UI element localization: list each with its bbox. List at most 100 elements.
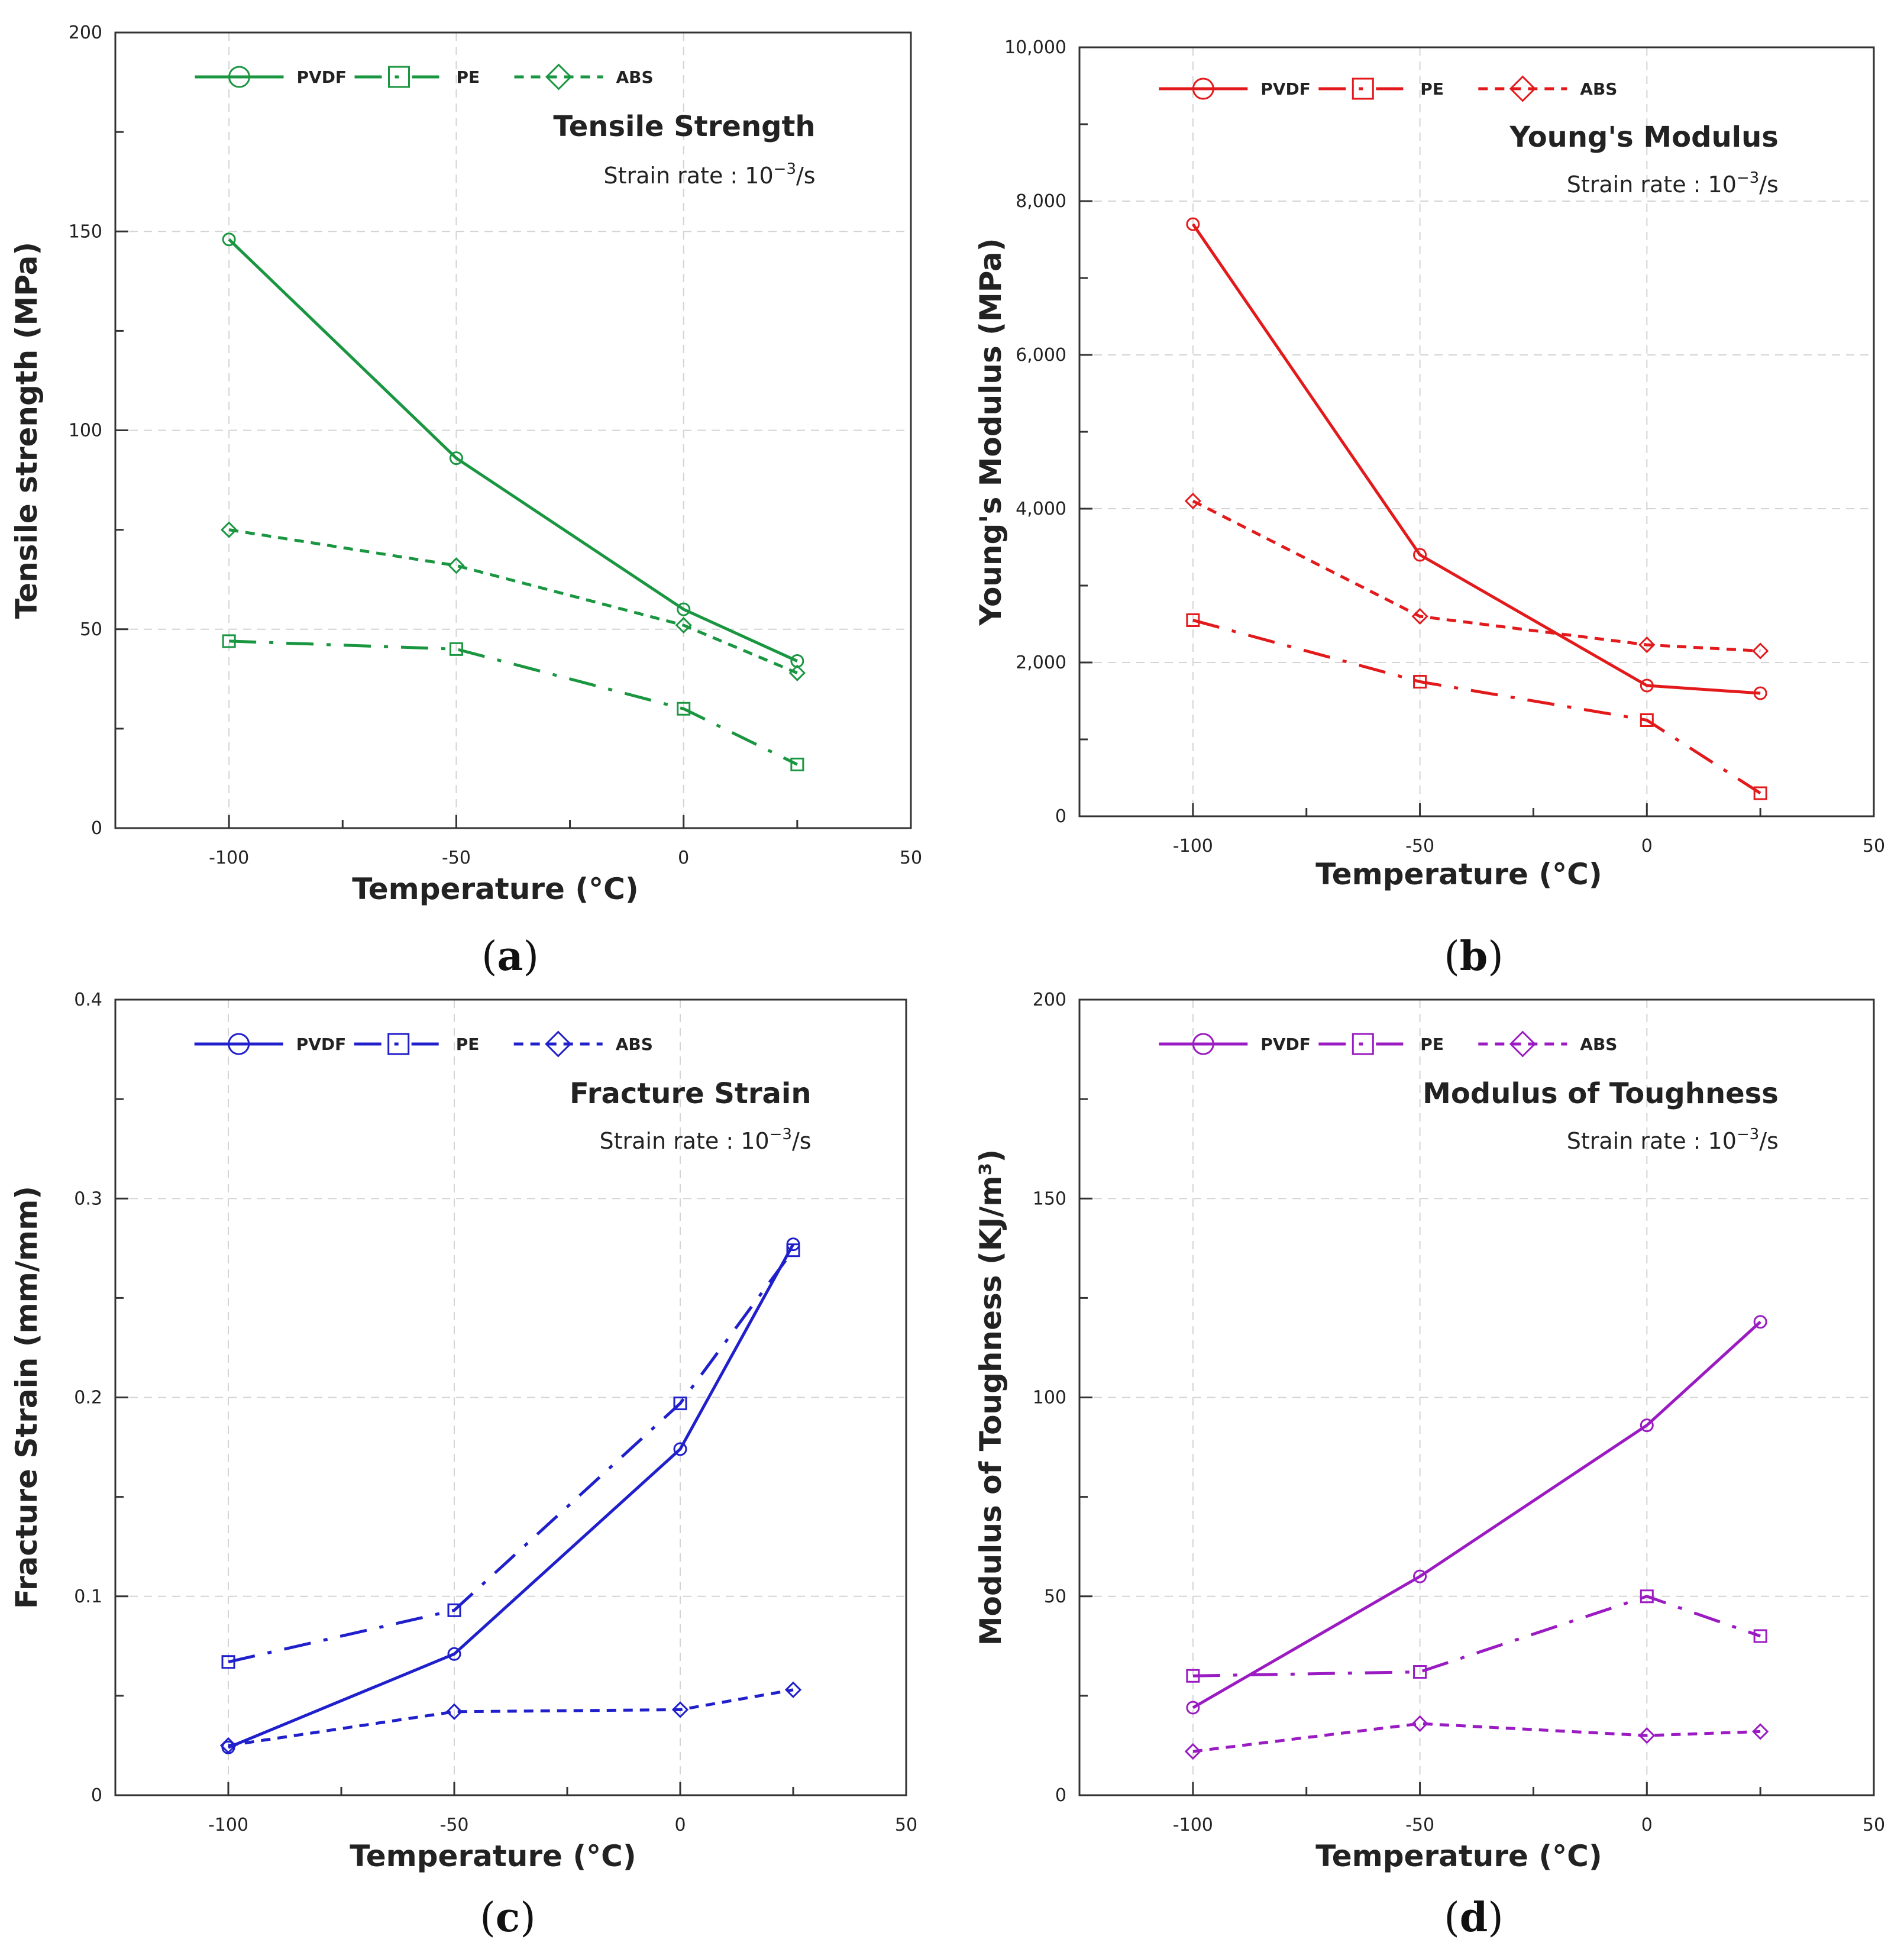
- y-tick-label: 6,000: [1016, 345, 1066, 366]
- series-pe: [1186, 1589, 1767, 1683]
- y-tick-label: 100: [1033, 1388, 1066, 1408]
- data-point-abs: [1638, 636, 1656, 654]
- series-pvdf: [222, 232, 804, 668]
- data-point-pvdf: [222, 232, 236, 247]
- series-pe: [221, 1243, 800, 1669]
- series-abs: [1184, 1715, 1769, 1760]
- data-point-pe: [1640, 1589, 1654, 1604]
- legend-marker-pe: [1352, 1033, 1374, 1055]
- data-point-abs: [219, 1737, 237, 1754]
- x-tick-label: 50: [895, 1815, 917, 1835]
- y-tick-label: 0.2: [74, 1388, 102, 1408]
- data-point-abs: [788, 664, 806, 681]
- y-axis-title: Young's Modulus (MPa): [974, 238, 1008, 626]
- series-line-pe: [1192, 1595, 1761, 1678]
- y-axis-title: Fracture Strain (mm/mm): [9, 1186, 44, 1609]
- series-pvdf: [1186, 217, 1767, 700]
- data-point-abs: [671, 1701, 689, 1718]
- data-point-pe: [1413, 1665, 1427, 1679]
- x-tick-label: -50: [1405, 1815, 1434, 1835]
- panel-label: (d): [1444, 1894, 1504, 1941]
- series-line-pe: [228, 1249, 795, 1664]
- x-tick-label: 50: [1863, 836, 1885, 856]
- legend-marker-pe: [387, 1033, 410, 1055]
- data-point-pe: [1753, 786, 1767, 800]
- legend-label-abs: ABS: [616, 1035, 653, 1054]
- legend-marker-abs: [1509, 75, 1536, 102]
- data-point-abs: [1184, 1743, 1201, 1760]
- data-point-pvdf: [1640, 1418, 1654, 1433]
- legend-label-abs: ABS: [1580, 1035, 1617, 1054]
- series-pvdf: [221, 1237, 800, 1754]
- legend-label-pvdf: PVDF: [1260, 79, 1311, 99]
- x-tick-label: 0: [674, 1815, 686, 1835]
- y-tick-label: 150: [1033, 1188, 1066, 1209]
- data-point-pe: [449, 642, 463, 656]
- x-axis-title: Temperature (°C): [352, 872, 638, 906]
- y-axis-title: Tensile strength (MPa): [9, 242, 44, 619]
- legend-label-abs: ABS: [1580, 79, 1617, 99]
- legend-marker-pvdf: [1192, 77, 1214, 100]
- data-point-pvdf: [447, 1647, 461, 1661]
- strain-rate-subtitle: Strain rate : 10−3/s: [1567, 1126, 1779, 1154]
- legend-marker-pe: [388, 66, 410, 88]
- series-pvdf: [1186, 1315, 1767, 1715]
- y-tick-label: 200: [69, 22, 102, 43]
- series-line-abs: [228, 1688, 794, 1747]
- y-tick-label: 50: [80, 619, 102, 640]
- y-tick-label: 200: [1033, 990, 1066, 1010]
- series-line-pvdf: [1192, 1320, 1761, 1709]
- y-tick-label: 2,000: [1016, 652, 1066, 673]
- x-tick-label: -100: [1173, 836, 1213, 856]
- data-point-pe: [786, 1243, 800, 1258]
- legend: PVDF PE ABS: [1159, 1030, 1617, 1058]
- x-tick-label: 50: [1863, 1815, 1885, 1835]
- y-tick-label: 100: [69, 421, 102, 441]
- x-axis-title: Temperature (°C): [1315, 1839, 1602, 1873]
- series-abs: [221, 521, 806, 681]
- legend-marker-pe: [1352, 77, 1374, 100]
- data-point-pe: [1186, 1669, 1200, 1683]
- data-point-abs: [445, 1703, 463, 1720]
- panel-label: (b): [1444, 933, 1504, 980]
- chart-d: -100 -50 0 50 0 50 100 150 200 Temperature (°C) Mo…: [974, 990, 1885, 1941]
- series-line-pvdf: [228, 238, 798, 662]
- y-tick-label: 0.1: [74, 1586, 102, 1607]
- data-point-pvdf: [1186, 1701, 1200, 1715]
- strain-rate-subtitle: Strain rate : 10−3/s: [604, 160, 816, 189]
- x-tick-label: -50: [440, 1815, 469, 1835]
- series-line-pvdf: [228, 1243, 795, 1749]
- data-point-pvdf: [1753, 1315, 1767, 1329]
- x-tick-label: 0: [1641, 1815, 1653, 1835]
- data-point-abs: [221, 521, 238, 538]
- legend-label-abs: ABS: [616, 67, 654, 87]
- panel-label: (c): [480, 1894, 535, 1941]
- data-point-pvdf: [1753, 686, 1767, 700]
- data-point-pvdf: [673, 1442, 687, 1456]
- legend: PVDF PE ABS: [195, 63, 654, 90]
- legend-marker-abs: [545, 1030, 572, 1058]
- series-line-pe: [1192, 619, 1761, 795]
- data-point-abs: [1638, 1727, 1656, 1744]
- series-line-abs: [1192, 1722, 1761, 1753]
- chart-title: Tensile Strength: [553, 110, 815, 143]
- legend-label-pvdf: PVDF: [297, 67, 347, 87]
- legend-label-pe: PE: [457, 67, 480, 87]
- data-point-abs: [675, 616, 692, 634]
- legend: PVDF PE ABS: [194, 1030, 653, 1058]
- chart-title: Young's Modulus: [1509, 121, 1778, 154]
- x-tick-label: -50: [1405, 836, 1434, 856]
- y-tick-label: 0: [1055, 806, 1066, 827]
- data-point-abs: [1411, 607, 1428, 625]
- chart-title: Modulus of Toughness: [1423, 1077, 1779, 1110]
- y-tick-label: 4,000: [1016, 499, 1066, 519]
- y-tick-label: 10,000: [1004, 37, 1066, 58]
- strain-rate-subtitle: Strain rate : 10−3/s: [599, 1126, 811, 1154]
- x-tick-label: 50: [900, 848, 922, 868]
- data-point-abs: [448, 557, 465, 574]
- series-abs: [1184, 492, 1769, 660]
- legend-marker-abs: [545, 63, 573, 90]
- data-point-pvdf: [677, 602, 691, 616]
- plot-frame: [1078, 46, 1875, 817]
